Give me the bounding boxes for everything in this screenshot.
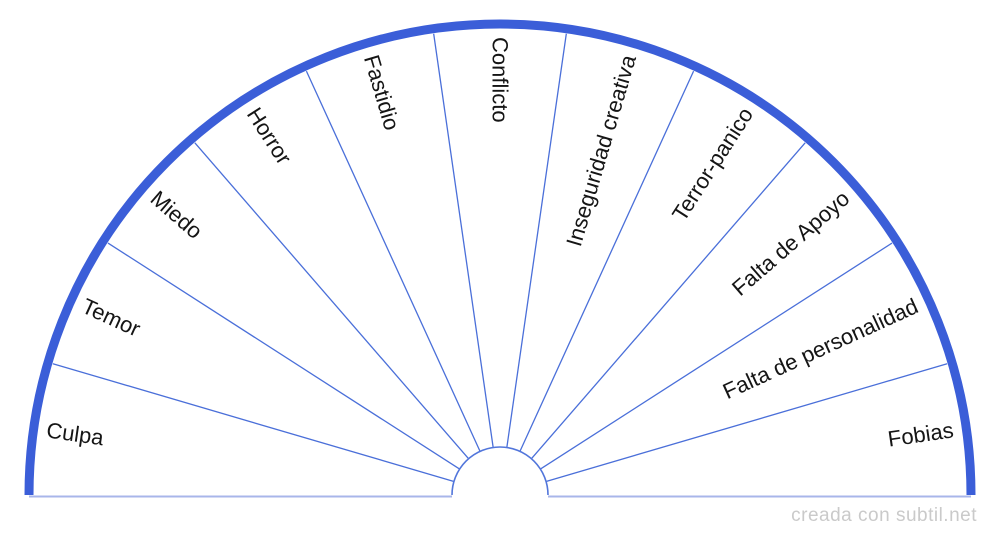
sector-label-conflicto: Conflicto <box>488 37 513 123</box>
sector-divider-line <box>433 33 494 448</box>
sector-label-culpa: Culpa <box>45 417 106 450</box>
sector-label-terror-panico: Terror-panico <box>667 103 758 226</box>
outer-arc <box>24 19 976 496</box>
sector-divider-line <box>519 70 695 452</box>
sector-label-horror: Horror <box>242 103 297 169</box>
sector-divider-line <box>545 363 948 483</box>
inner-arc <box>451 446 549 496</box>
sector-label-fobias: Fobias <box>886 417 955 451</box>
sector-divider-line <box>506 33 567 448</box>
watermark: creada con subtil.net <box>791 505 977 526</box>
sector-divider-line <box>107 242 460 470</box>
sector-label-falta-de-apoyo: Falta de Apoyo <box>727 186 854 301</box>
sector-label-fastidio: Fastidio <box>359 52 405 133</box>
sector-label-inseguridad-creativa: Inseguridad creativa <box>561 51 641 249</box>
sector-divider-line <box>530 142 806 460</box>
sector-divider-line <box>540 242 893 470</box>
sector-divider-line <box>305 70 481 452</box>
sector-divider-line <box>52 363 455 483</box>
sector-label-miedo: Miedo <box>146 186 208 244</box>
sector-label-falta-de-personalidad: Falta de personalidad <box>719 293 922 404</box>
sector-divider-line <box>194 142 470 460</box>
sector-label-temor: Temor <box>78 293 144 341</box>
